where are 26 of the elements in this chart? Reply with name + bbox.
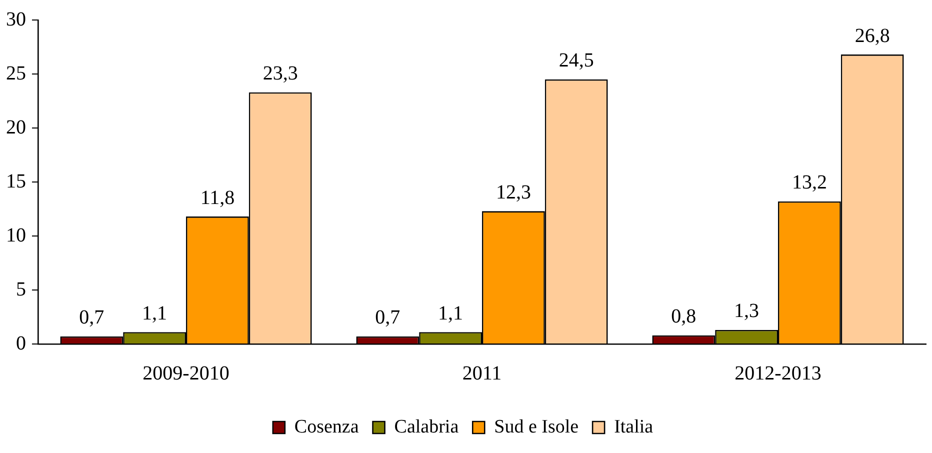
data-label: 11,8 [200, 186, 235, 209]
legend-label: Sud e Isole [494, 416, 579, 438]
data-label: 13,2 [792, 172, 827, 194]
data-label: 24,5 [558, 50, 594, 72]
x-tick-label: 2009-2010 [142, 362, 230, 384]
data-label: 12,3 [496, 181, 531, 204]
x-tick-label: 2012-2013 [734, 362, 822, 384]
data-label: 1,1 [142, 302, 168, 324]
data-label: 0,7 [79, 306, 104, 329]
legend-label: Italia [614, 416, 654, 438]
legend-label: Cosenza [294, 416, 360, 438]
y-tick-label: 25 [6, 62, 26, 84]
data-label: 1,1 [438, 302, 464, 324]
x-tick-label: 2011 [462, 362, 502, 384]
data-label: 0,7 [375, 306, 400, 329]
y-tick-label: 0 [16, 332, 26, 354]
data-label: 23,3 [262, 62, 298, 85]
y-tick-label: 20 [6, 116, 26, 138]
data-label: 26,8 [854, 24, 890, 47]
y-tick-label: 30 [6, 8, 26, 30]
y-tick-label: 10 [6, 224, 26, 246]
y-tick-label: 15 [6, 170, 26, 192]
y-tick-label: 5 [16, 278, 26, 300]
legend-label: Calabria [394, 416, 460, 438]
data-label: 1,3 [734, 300, 760, 322]
data-label: 0,8 [671, 306, 696, 328]
